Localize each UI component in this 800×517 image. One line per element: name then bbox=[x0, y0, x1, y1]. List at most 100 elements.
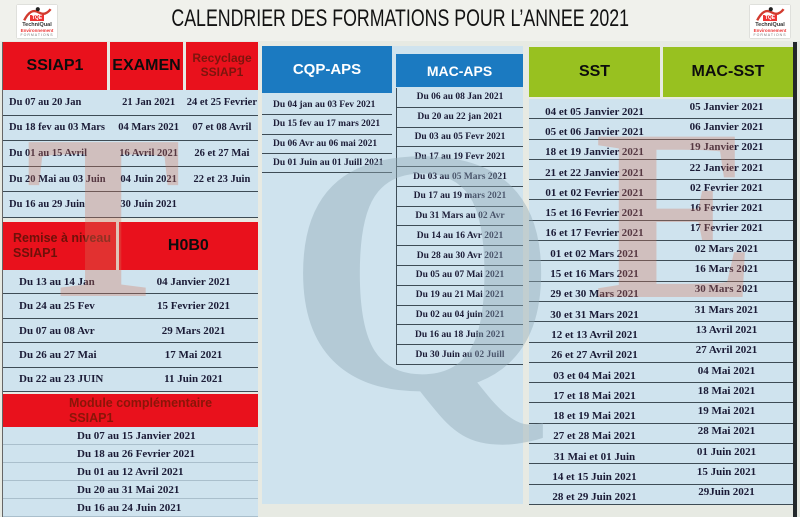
mac-aps-row: Du 02 au 04 juin 2021 bbox=[397, 306, 523, 326]
mac-aps-dates-cell: Du 19 au 21 Mai 2021 bbox=[415, 290, 505, 301]
sst-row: 18 et 19 Janvier 2021 19 Janvier 2021 bbox=[529, 140, 793, 160]
table-left-border bbox=[2, 42, 3, 517]
mac-aps-dates-cell: Du 06 au 08 Jan 2021 bbox=[416, 92, 504, 103]
mac-sst-date-cell: 06 Janvier 2021 bbox=[689, 120, 764, 133]
mac-sst-header: MAC-SST bbox=[663, 47, 793, 97]
remise-a-niveau-header: Remise à niveau SSIAP1 bbox=[3, 222, 116, 270]
module-row: Du 20 au 31 Mai 2021 bbox=[3, 481, 258, 499]
h0b0-header: H0B0 bbox=[118, 222, 258, 270]
module-row: Du 18 au 26 Fevrier 2021 bbox=[3, 445, 258, 463]
sst-row: 30 et 31 Mars 2021 31 Mars 2021 bbox=[529, 302, 793, 323]
sst-row: 27 et 28 Mai 2021 28 Mai 2021 bbox=[529, 424, 793, 445]
mac-aps-dates-cell: Du 03 au 05 Fevr 2021 bbox=[414, 131, 506, 142]
logo-figure-icon bbox=[23, 7, 52, 21]
cqp-aps-dates-cell: Du 01 Juin au 01 Juill 2021 bbox=[273, 157, 384, 168]
ssiap1-row: Du 20 Mai au 03 Juin 04 Juin 2021 22 et … bbox=[3, 167, 258, 193]
cqp-aps-dates-cell: Du 15 fev au 17 mars 2021 bbox=[273, 119, 381, 130]
ssiap1-row: Du 16 au 29 Juin 30 Juin 2021 bbox=[3, 192, 258, 218]
page-title: CALENDRIER DES FORMATIONS POUR L’ANNEE 2… bbox=[171, 5, 629, 32]
mac-aps-row: Du 17 au 19 Fevr 2021 bbox=[397, 147, 523, 168]
ssiap1-row: Du 18 fev au 03 Mars 04 Mars 2021 07 et … bbox=[3, 116, 258, 142]
h0b0-date-cell: 11 Juin 2021 bbox=[164, 373, 223, 386]
remise-row: Du 13 au 14 Jan 04 Janvier 2021 bbox=[3, 270, 258, 295]
sst-row: 26 et 27 Avril 2021 27 Avril 2021 bbox=[529, 343, 793, 363]
sst-row: 05 et 06 Janvier 2021 06 Janvier 2021 bbox=[529, 119, 793, 140]
remise-dates-cell: Du 26 au 27 Mai bbox=[19, 348, 97, 361]
mac-aps-dates-cell: Du 20 au 22 jan 2021 bbox=[417, 112, 503, 123]
sst-row: 21 et 22 Janvier 2021 22 Janvier 2021 bbox=[529, 160, 793, 181]
mac-sst-date-cell: 31 Mars 2021 bbox=[694, 303, 759, 316]
logo-subtitle: Environnement bbox=[20, 28, 54, 33]
mac-aps-row: Du 19 au 21 Mai 2021 bbox=[397, 286, 523, 306]
mac-aps-table: Du 06 au 08 Jan 2021 Du 20 au 22 jan 202… bbox=[396, 88, 523, 365]
sst-row: 29 et 30 Mars 2021 30 Mars 2021 bbox=[529, 282, 793, 302]
module-complementaire-table: Du 07 au 15 Janvier 2021 Du 18 au 26 Fev… bbox=[3, 427, 258, 517]
cqp-aps-table: Du 04 jan au 03 Fev 2021 Du 15 fev au 17… bbox=[262, 96, 392, 173]
sst-row: 15 et 16 Mars 2021 16 Mars 2021 bbox=[529, 261, 793, 282]
sst-dates-cell: 03 et 04 Mai 2021 bbox=[553, 369, 636, 382]
cqp-aps-row: Du 06 Avr au 06 mai 2021 bbox=[262, 135, 392, 154]
sst-dates-cell: 12 et 13 Avril 2021 bbox=[551, 328, 638, 341]
mac-aps-row: Du 20 au 22 jan 2021 bbox=[397, 108, 523, 128]
module-dates-cell: Du 07 au 15 Janvier 2021 bbox=[77, 429, 196, 442]
ssiap1-dates-cell: Du 01 au 15 Avril bbox=[9, 147, 87, 159]
logo-name: TechniQual bbox=[755, 22, 785, 28]
cqp-aps-row: Du 15 fev au 17 mars 2021 bbox=[262, 115, 392, 135]
mac-sst-date-cell: 18 Mai 2021 bbox=[697, 384, 756, 397]
mac-sst-date-cell: 05 Janvier 2021 bbox=[689, 100, 764, 113]
cqp-aps-row: Du 01 Juin au 01 Juill 2021 bbox=[262, 154, 392, 173]
logo-abbr: TQE bbox=[29, 15, 45, 21]
sst-row: 03 et 04 Mai 2021 04 Mai 2021 bbox=[529, 363, 793, 384]
sst-row: 31 Mai et 01 Juin 01 Juin 2021 bbox=[529, 444, 793, 465]
mac-aps-row: Du 16 au 18 Juin 2021 bbox=[397, 325, 523, 346]
table-right-border bbox=[793, 42, 797, 517]
sst-dates-cell: 17 et 18 Mai 2021 bbox=[553, 389, 636, 402]
mac-aps-dates-cell: Du 03 au 05 Mars 2021 bbox=[413, 171, 507, 182]
mac-aps-dates-cell: Du 14 au 16 Avr 2021 bbox=[416, 230, 504, 241]
sst-row: 16 et 17 Fevrier 2021 17 Fevrier 2021 bbox=[529, 221, 793, 242]
module-row: Du 01 au 12 Avril 2021 bbox=[3, 463, 258, 481]
sst-dates-cell: 16 et 17 Fevrier 2021 bbox=[545, 227, 644, 240]
mac-aps-row: Du 30 Juin au 02 Juill bbox=[397, 345, 523, 365]
mac-aps-dates-cell: Du 28 au 30 Avr 2021 bbox=[416, 250, 504, 261]
ssiap1-dates-cell: Du 07 au 20 Jan bbox=[9, 96, 82, 108]
examen-date-cell: 04 Mars 2021 bbox=[118, 122, 179, 134]
mac-aps-header: MAC-APS bbox=[396, 54, 523, 87]
mac-sst-date-cell: 17 Fevrier 2021 bbox=[689, 222, 764, 235]
sst-dates-cell: 28 et 29 Juin 2021 bbox=[552, 491, 637, 504]
sst-dates-cell: 15 et 16 Fevrier 2021 bbox=[545, 207, 644, 220]
mac-sst-date-cell: 19 Mai 2021 bbox=[697, 405, 756, 418]
module-dates-cell: Du 18 au 26 Fevrier 2021 bbox=[77, 447, 196, 460]
logo-name: TechniQual bbox=[22, 22, 52, 28]
module-dates-cell: Du 20 au 31 Mai 2021 bbox=[77, 483, 180, 496]
h0b0-date-cell: 29 Mars 2021 bbox=[161, 324, 226, 337]
sst-dates-cell: 27 et 28 Mai 2021 bbox=[553, 430, 636, 443]
mac-aps-row: Du 31 Mars au 02 Avr bbox=[397, 207, 523, 227]
cqp-aps-header: CQP-APS bbox=[262, 46, 392, 93]
mac-aps-dates-cell: Du 16 au 18 Juin 2021 bbox=[414, 329, 505, 340]
recyclage-dates-cell: 26 et 27 Mai bbox=[194, 147, 250, 159]
remise-dates-cell: Du 07 au 08 Avr bbox=[19, 324, 95, 337]
mac-aps-row: Du 03 au 05 Mars 2021 bbox=[397, 167, 523, 187]
sst-row: 28 et 29 Juin 2021 29Juin 2021 bbox=[529, 485, 793, 505]
logo-tagline: FORMATIONS bbox=[20, 33, 54, 37]
remise-dates-cell: Du 22 au 23 JUIN bbox=[19, 373, 104, 386]
logo-left: TQE TechniQual Environnement FORMATIONS bbox=[17, 5, 57, 38]
remise-row: Du 26 au 27 Mai 17 Mai 2021 bbox=[3, 343, 258, 368]
sst-row: 17 et 18 Mai 2021 18 Mai 2021 bbox=[529, 383, 793, 404]
sst-row: 14 et 15 Juin 2021 15 Juin 2021 bbox=[529, 464, 793, 485]
h0b0-date-cell: 15 Fevrier 2021 bbox=[156, 300, 231, 313]
mac-aps-row: Du 03 au 05 Fevr 2021 bbox=[397, 128, 523, 148]
remise-dates-cell: Du 24 au 25 Fev bbox=[19, 300, 95, 313]
sst-row: 01 et 02 Fevrier 2021 02 Fevrier 2021 bbox=[529, 180, 793, 201]
mac-aps-row: Du 28 au 30 Avr 2021 bbox=[397, 246, 523, 267]
examen-date-cell: 30 Juin 2021 bbox=[120, 199, 177, 211]
mac-aps-dates-cell: Du 17 au 19 mars 2021 bbox=[413, 191, 507, 202]
logo-abbr: TQE bbox=[762, 15, 778, 21]
sst-dates-cell: 29 et 30 Mars 2021 bbox=[550, 288, 639, 301]
ssiap1-row: Du 01 au 15 Avril 16 Avril 2021 26 et 27… bbox=[3, 141, 258, 167]
examen-header: EXAMEN bbox=[110, 42, 183, 90]
remise-row: Du 24 au 25 Fev 15 Fevrier 2021 bbox=[3, 294, 258, 319]
remise-row: Du 22 au 23 JUIN 11 Juin 2021 bbox=[3, 368, 258, 393]
